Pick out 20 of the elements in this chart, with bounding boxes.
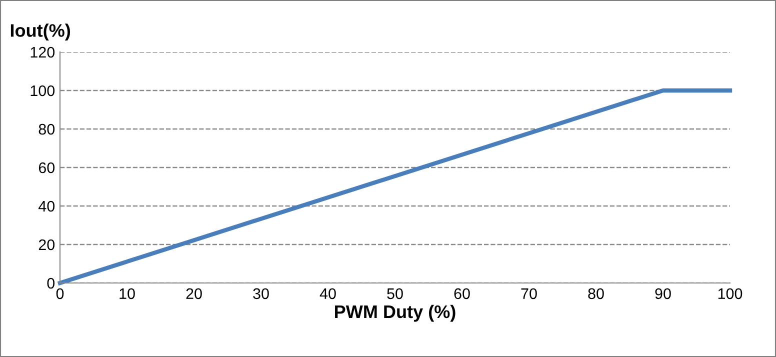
y-axis-title: Iout(%) — [10, 24, 70, 40]
y-tick-label: 0 — [47, 278, 55, 289]
y-tick-label: 100 — [30, 85, 55, 96]
x-tick-label: 100 — [718, 288, 742, 300]
x-tick-label: 0 — [56, 288, 64, 300]
y-tick-label: 20 — [38, 239, 55, 250]
x-tick-label: 20 — [186, 288, 202, 300]
x-tick-label: 30 — [253, 288, 269, 300]
x-tick-label: 40 — [320, 288, 336, 300]
y-tick-label: 40 — [38, 200, 55, 212]
y-tick-label: 120 — [30, 46, 55, 58]
x-tick-label: 10 — [120, 288, 135, 300]
x-tick-label: 60 — [454, 288, 470, 300]
x-tick-label: 50 — [387, 288, 403, 300]
y-tick-label: 80 — [38, 124, 55, 135]
x-tick-label: 80 — [588, 288, 604, 300]
x-tick-label: 70 — [521, 288, 537, 300]
y-tick-label: 60 — [38, 162, 55, 174]
x-tick-label: 90 — [655, 288, 671, 300]
x-axis-title: PWM Duty (%) — [335, 304, 456, 322]
